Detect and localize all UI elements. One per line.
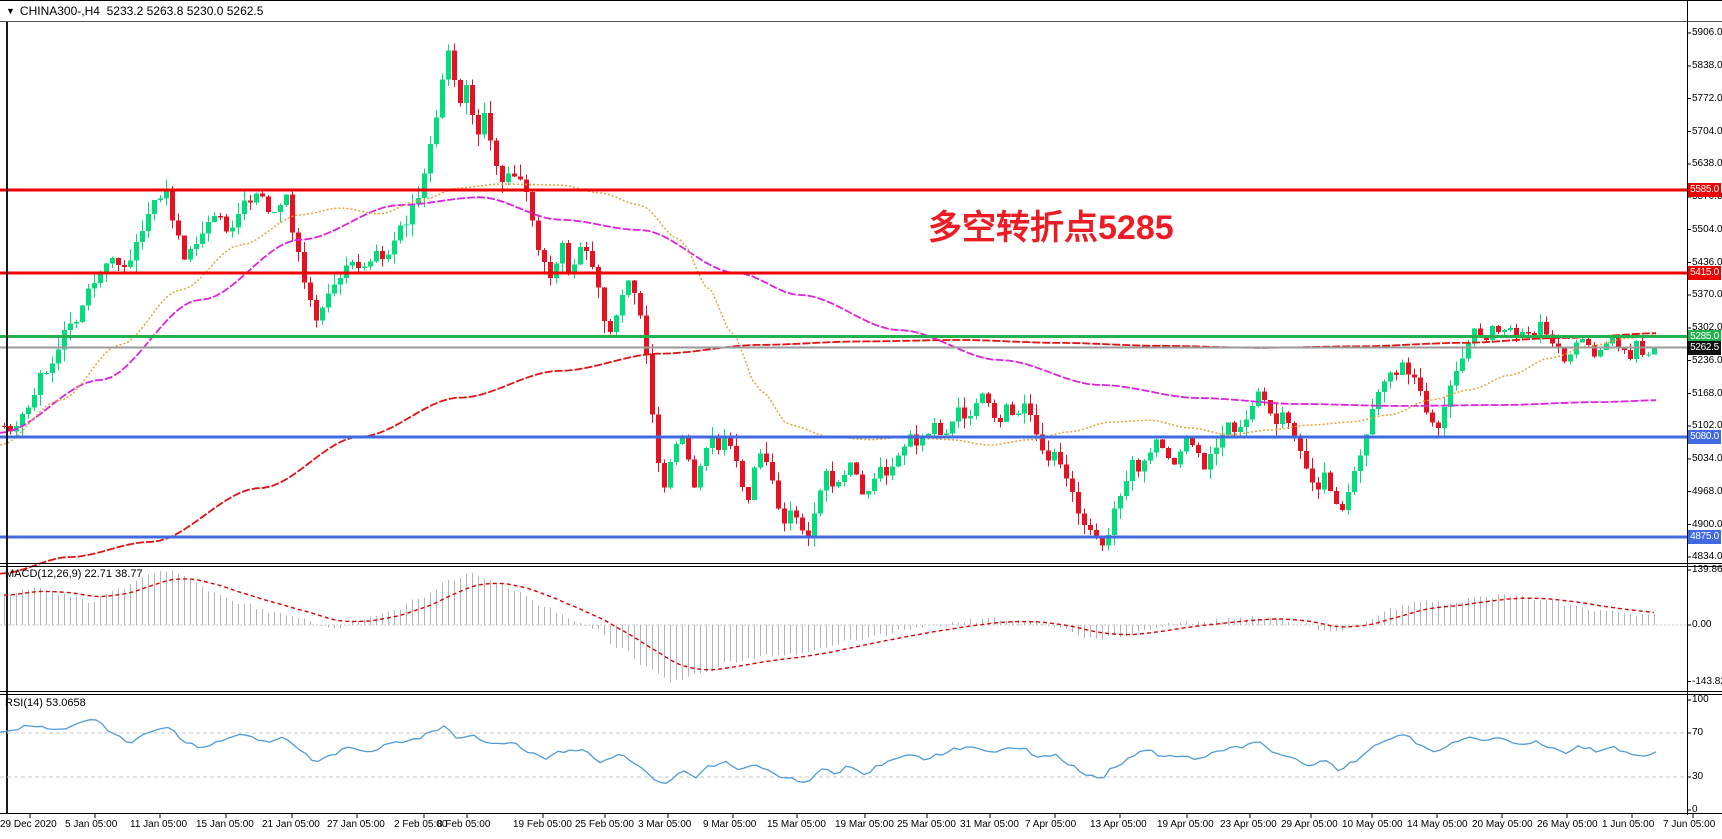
price-tag-4875.0: 4875.0	[1688, 529, 1721, 544]
price-axis-label: 5370.0	[1692, 289, 1722, 300]
price-tag-5415.0: 5415.0	[1688, 266, 1721, 280]
price-tag-5080.0: 5080.0	[1688, 429, 1721, 444]
bullish-candles	[14, 44, 1657, 551]
time-axis-label: 13 Apr 05:00	[1090, 819, 1147, 830]
rsi-axis-label: 30	[1692, 771, 1704, 782]
rsi-axis-label: 100	[1692, 694, 1709, 705]
rsi-line	[0, 719, 1657, 784]
macd-axis-label: 139.86	[1692, 564, 1722, 575]
macd-histogram	[4, 570, 1655, 683]
time-axis-label: 21 Jan 05:00	[262, 819, 320, 830]
chart-title: ▼ CHINA300-,H4 5233.2 5263.8 5230.0 5262.…	[6, 4, 263, 19]
time-axis-label: 19 Apr 05:00	[1157, 819, 1214, 830]
time-axis-label: 20 May 05:00	[1472, 819, 1533, 830]
price-axis-label: 5772.0	[1692, 92, 1722, 104]
time-axis-label: 2 Feb 05:00	[394, 819, 448, 830]
time-axis-label: 31 Mar 05:00	[960, 819, 1019, 830]
time-axis-label: 9 Mar 05:00	[703, 819, 757, 830]
time-axis-label: 27 Jan 05:00	[327, 819, 385, 830]
bearish-candles	[2, 43, 1645, 552]
time-axis-label: 15 Jan 05:00	[196, 819, 254, 830]
ma-slow-red-line	[0, 332, 1657, 575]
time-axis-label: 29 Dec 2020	[0, 819, 57, 830]
price-tag-5585.0: 5585.0	[1688, 182, 1721, 197]
time-axis-label: 25 Mar 05:00	[897, 819, 956, 830]
macd-axis-label: -143.82	[1692, 675, 1722, 687]
ohlc-values: 5233.2 5263.8 5230.0 5262.5	[106, 4, 264, 18]
price-axis-label: 5034.0	[1692, 453, 1722, 465]
time-axis-label: 3 Mar 05:00	[638, 819, 692, 830]
time-axis-label: 19 Feb 05:00	[513, 819, 572, 830]
time-axis-label: 11 Jan 05:00	[130, 819, 188, 830]
price-axis-label: 4968.0	[1692, 485, 1722, 497]
time-axis-label: 26 May 05:00	[1537, 819, 1598, 830]
time-axis-label: 8 Feb 05:00	[437, 819, 491, 830]
time-axis-label: 29 Apr 05:00	[1281, 819, 1338, 830]
macd-indicator-label: MACD(12,26,9) 22.71 38.77	[5, 568, 143, 580]
price-axis-label: 5838.0	[1692, 60, 1722, 72]
time-axis-label: 25 Feb 05:00	[575, 819, 634, 830]
time-axis-label: 10 May 05:00	[1342, 819, 1403, 830]
macd-axis-label: 0.00	[1692, 619, 1712, 630]
macd-signal-line	[3, 578, 1655, 671]
symbol-period-label: CHINA300-,H4	[19, 4, 100, 18]
time-axis-label: 7 Jun 05:00	[1663, 819, 1716, 830]
price-axis-label: 5906.0	[1692, 27, 1722, 38]
time-axis-label: 5 Jan 05:00	[65, 819, 118, 830]
time-axis-label: 15 Mar 05:00	[767, 819, 826, 830]
price-axis-label: 5302.0	[1692, 322, 1722, 334]
price-tag-5262.5: 5262.5	[1688, 340, 1721, 355]
time-axis-label: 23 Apr 05:00	[1220, 819, 1277, 830]
pivot-annotation-text: 多空转折点5285	[928, 209, 1174, 247]
price-axis-label: 5168.0	[1692, 387, 1722, 399]
price-axis-label: 5638.0	[1692, 158, 1722, 169]
time-axis-label: 1 Jun 05:00	[1602, 819, 1655, 830]
chevron-down-icon[interactable]: ▼	[6, 6, 15, 16]
price-axis-label: 5236.0	[1692, 354, 1722, 366]
price-axis-label: 5504.0	[1692, 223, 1722, 235]
price-axis-label: 4834.0	[1692, 551, 1722, 562]
price-axis-label: 5102.0	[1692, 420, 1722, 431]
price-axis-label: 5436.0	[1692, 256, 1722, 268]
rsi-indicator-label: RSI(14) 53.0658	[5, 697, 86, 709]
price-tag-5285.0: 5285.0	[1688, 329, 1721, 344]
price-axis-label: 5704.0	[1692, 125, 1722, 137]
ma-mid-magenta-line	[0, 196, 1657, 434]
rsi-axis-label: 0	[1692, 804, 1698, 815]
time-axis-label: 7 Apr 05:00	[1025, 819, 1077, 830]
rsi-axis-label: 70	[1692, 727, 1704, 738]
time-axis-label: 19 Mar 05:00	[835, 819, 894, 830]
price-axis-label: 4900.0	[1692, 518, 1722, 530]
time-axis-label: 14 May 05:00	[1407, 819, 1468, 830]
